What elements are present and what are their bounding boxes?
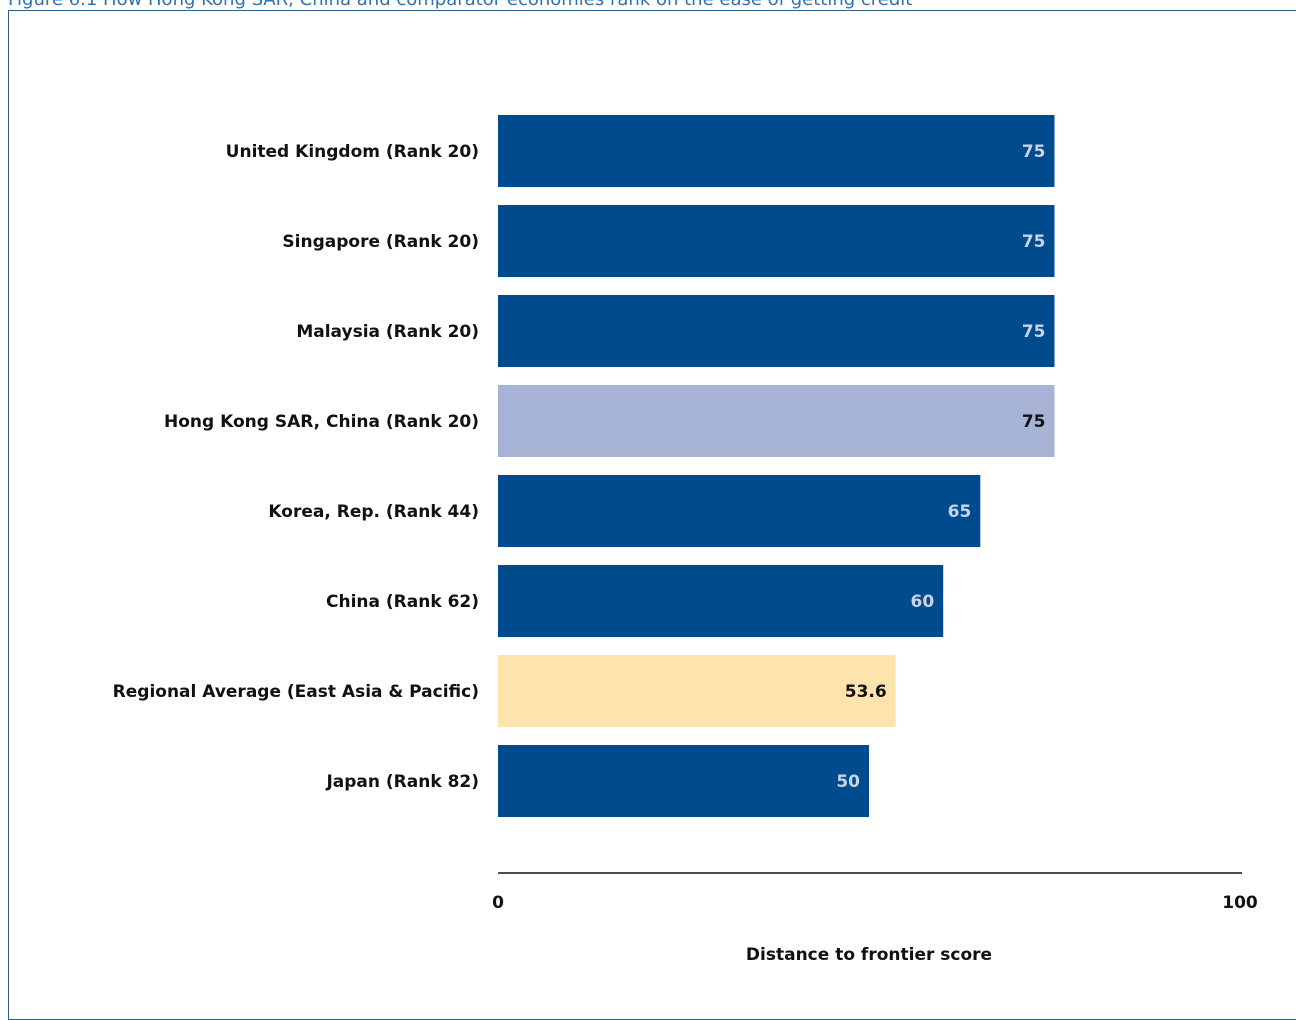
x-axis-title: Distance to frontier score: [746, 945, 992, 965]
category-label-6: Regional Average (East Asia & Pacific): [113, 682, 479, 702]
bar-5: [498, 565, 944, 637]
bar-6: [498, 655, 896, 727]
data-label-6: 53.6: [845, 682, 887, 702]
data-label-1: 75: [1022, 232, 1046, 252]
category-label-0: United Kingdom (Rank 20): [226, 142, 479, 162]
data-label-5: 60: [911, 592, 935, 612]
data-label-2: 75: [1022, 322, 1046, 342]
category-label-1: Singapore (Rank 20): [282, 232, 479, 252]
category-label-7: Japan (Rank 82): [325, 772, 479, 792]
bar-1: [498, 205, 1055, 277]
x-tick-label-0: 0: [492, 893, 504, 913]
bars-group: United Kingdom (Rank 20) 75 Singapore (Ran…: [113, 115, 1055, 817]
data-label-3: 75: [1022, 412, 1046, 432]
bar-4: [498, 475, 981, 547]
bar-2: [498, 295, 1055, 367]
x-tick-label-100: 100: [1222, 893, 1258, 913]
bar-0: [498, 115, 1055, 187]
figure-title: Figure 6.1 How Hong Kong SAR, China and …: [8, 0, 912, 11]
category-label-2: Malaysia (Rank 20): [296, 322, 479, 342]
category-label-3: Hong Kong SAR, China (Rank 20): [164, 412, 479, 432]
bar-7: [498, 745, 869, 817]
data-label-0: 75: [1022, 142, 1046, 162]
category-label-4: Korea, Rep. (Rank 44): [268, 502, 479, 522]
data-label-7: 50: [836, 772, 860, 792]
category-label-5: China (Rank 62): [326, 592, 479, 612]
bar-3: [498, 385, 1055, 457]
data-label-4: 65: [948, 502, 972, 522]
